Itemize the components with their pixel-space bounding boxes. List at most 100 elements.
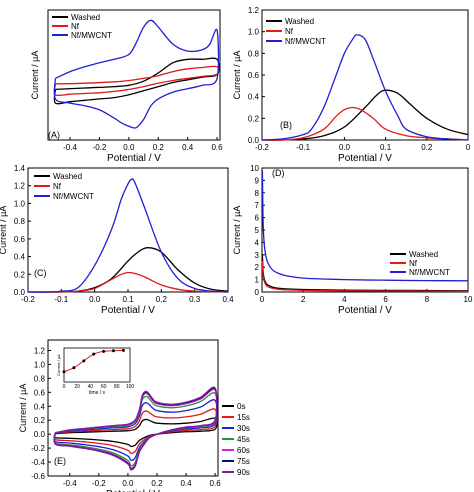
y-tick-label: 6 (255, 214, 260, 223)
x-tick-label: 0.0 (123, 143, 135, 152)
series-line (261, 170, 469, 282)
y-tick-label: 0.4 (14, 253, 26, 262)
series-line (261, 34, 469, 141)
y-tick-label: 4 (255, 238, 260, 247)
legend-label: Washed (285, 17, 314, 26)
x-tick-label: 0.2 (421, 143, 433, 152)
inset-data-point (92, 352, 96, 356)
y-tick-label: 0.6 (248, 71, 260, 80)
legend-label: Nf/MWCNT (409, 268, 450, 277)
panel-label: (B) (280, 120, 292, 130)
x-tick-label: 4 (342, 295, 347, 304)
x-tick-label: 0 (466, 143, 471, 152)
y-tick-label: -0.6 (31, 472, 45, 481)
plot-area (53, 386, 218, 471)
legend-label: Washed (53, 172, 82, 181)
plot-area (261, 34, 469, 141)
series-line (53, 386, 218, 471)
x-tick-label: 0.4 (180, 479, 192, 488)
x-tick-label: 0.1 (122, 295, 134, 304)
legend-label: 15s (237, 413, 250, 422)
inset-data-point (72, 366, 76, 370)
y-tick-label: -0.4 (31, 458, 45, 467)
y-tick-label: 0.8 (14, 217, 26, 226)
y-tick-label: 8 (255, 189, 260, 198)
x-axis-label: Potential / V (338, 305, 392, 316)
x-tick-label: 0.0 (339, 143, 351, 152)
series-line (53, 65, 220, 97)
plot-axes: -0.4 -0.2 0.0 0.2 0.4 0.6 Potential / V Current… (30, 9, 223, 164)
y-tick-label: 7 (255, 201, 260, 210)
x-tick-label: -0.4 (63, 143, 77, 152)
inset-data-point (112, 349, 115, 353)
plot-frame (47, 339, 219, 477)
chart-panel: -0.2 -0.1 0.0 0.1 0.2 0.3 0.4 0.0 0.2 0.4 0.6 0.8 1.… (0, 164, 234, 316)
x-tick-label: 10 (464, 295, 473, 304)
plot-area (261, 170, 469, 292)
inset-x-axis-label: time / s (89, 390, 106, 396)
x-tick-label: 0.3 (189, 295, 201, 304)
legend-label: Washed (409, 250, 438, 259)
y-tick-label: 1.2 (14, 182, 26, 191)
y-tick-label: 0.0 (248, 136, 260, 145)
series-line (27, 271, 229, 293)
legend: 0s 15s 30s 45s 60s 75s 90s (222, 402, 250, 477)
series-line (27, 247, 229, 293)
x-tick-label: 0.2 (151, 479, 163, 488)
inset-x-tick-label: 100 (126, 384, 135, 390)
legend-label: Nf/MWCNT (53, 192, 94, 201)
series-line (53, 417, 218, 448)
legend-label: Nf/MWCNT (285, 37, 326, 46)
plot-area (53, 19, 220, 129)
legend-label: 45s (237, 435, 250, 444)
x-axis-label: Potential / V (338, 153, 392, 164)
x-tick-label: 0.2 (153, 143, 165, 152)
x-tick-label: 0.6 (210, 479, 222, 488)
series-line (53, 19, 220, 129)
x-tick-label: -0.2 (21, 295, 35, 304)
y-tick-label: 1.2 (248, 6, 260, 15)
y-tick-label: 0.6 (14, 235, 26, 244)
plot-area (27, 178, 229, 293)
legend-label: Washed (71, 13, 100, 22)
y-tick-label: 1.0 (14, 199, 26, 208)
y-tick-label: 0.0 (14, 288, 26, 297)
y-axis-label: Current / µA (18, 384, 28, 433)
legend-label: 0s (237, 402, 245, 411)
y-tick-label: 0.8 (34, 374, 46, 383)
y-tick-label: 1.2 (34, 346, 46, 355)
x-axis-label: Potential / V (107, 153, 161, 164)
y-tick-label: 9 (255, 176, 260, 185)
y-tick-label: 5 (255, 226, 260, 235)
x-tick-label: 0.6 (211, 143, 223, 152)
x-axis-label: Potential / V (101, 305, 155, 316)
panel-label: (C) (34, 268, 47, 278)
inset-data-point (62, 370, 66, 374)
plot-axes: 0 2 4 6 8 10 0 1 2 3 4 5 6 7 8 9 10 Potential / V Current … (232, 164, 473, 316)
legend-label: Nf (71, 22, 80, 31)
x-tick-label: 8 (425, 295, 430, 304)
series-line (53, 408, 218, 454)
y-tick-label: 1.4 (14, 164, 26, 173)
x-tick-label: 0.4 (222, 295, 234, 304)
legend-label: 30s (237, 424, 250, 433)
x-tick-label: -0.2 (92, 479, 106, 488)
inset-y-axis-label: Current / µA (56, 354, 61, 376)
x-tick-label: 0.1 (380, 143, 392, 152)
inset-data-point (102, 349, 106, 353)
x-tick-label: 0 (260, 295, 265, 304)
y-axis-label: Current / µA (232, 51, 242, 100)
y-tick-label: -0.2 (31, 444, 45, 453)
inset-data-point (82, 359, 86, 363)
x-tick-label: -0.2 (255, 143, 269, 152)
y-tick-label: 1.0 (34, 360, 46, 369)
series-line (261, 106, 469, 141)
inset-x-tick-label: 40 (88, 384, 94, 390)
y-tick-label: 0.4 (34, 402, 46, 411)
legend-label: Nf (285, 27, 294, 36)
y-tick-label: 0.2 (248, 114, 260, 123)
y-tick-label: 0.4 (248, 93, 260, 102)
